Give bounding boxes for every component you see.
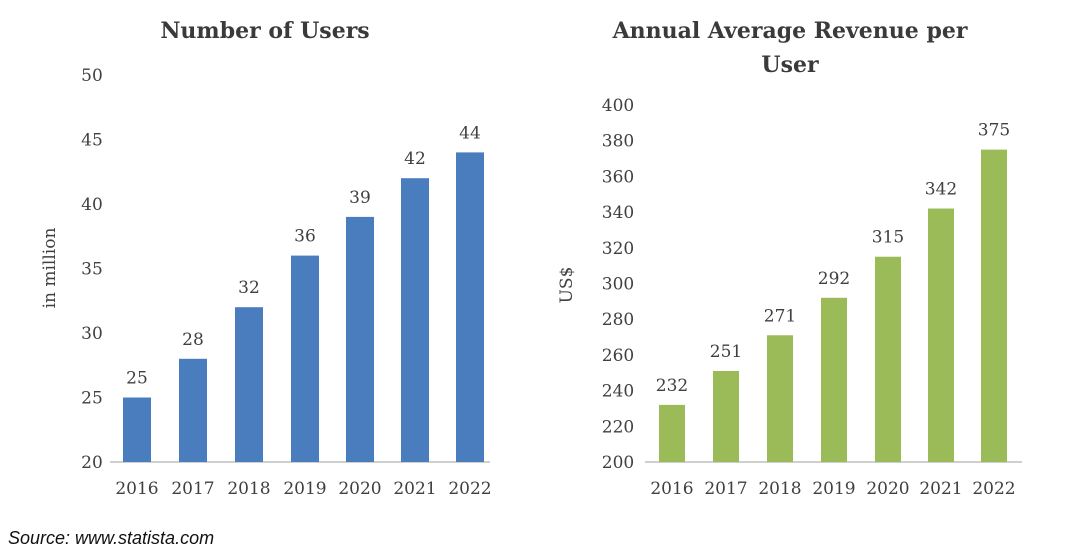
chart1-x-tick-label: 2019 bbox=[283, 479, 326, 499]
chart1-y-tick-label: 35 bbox=[81, 260, 103, 280]
chart2-y-tick-label: 280 bbox=[602, 310, 634, 330]
chart2-x-tick-label: 2019 bbox=[812, 479, 855, 499]
chart1-x-tick-label: 2020 bbox=[338, 479, 381, 499]
chart1-x-tick-label: 2021 bbox=[393, 479, 436, 499]
chart1-x-tick-label: 2022 bbox=[448, 479, 491, 499]
chart1-x-tick-label: 2016 bbox=[115, 479, 158, 499]
chart2-bar-2020 bbox=[875, 256, 901, 462]
chart1-bar-2020 bbox=[346, 216, 374, 462]
chart2-data-label: 292 bbox=[818, 269, 850, 289]
chart1-bar-2019 bbox=[291, 255, 319, 462]
chart2-data-label: 271 bbox=[764, 306, 796, 326]
chart2-bar-2017 bbox=[713, 370, 739, 462]
chart2-y-tick-label: 380 bbox=[602, 132, 634, 152]
chart1-y-tick-label: 40 bbox=[81, 195, 103, 215]
chart1-y-axis-label: in million bbox=[40, 228, 60, 309]
chart1-y-tick-label: 30 bbox=[81, 324, 103, 344]
chart2-y-tick-label: 360 bbox=[602, 167, 634, 187]
chart1-data-label: 44 bbox=[459, 123, 481, 143]
chart1-bar-2016 bbox=[123, 397, 151, 462]
chart2-data-label: 232 bbox=[656, 376, 688, 396]
chart2-bar-2022 bbox=[981, 149, 1007, 462]
chart1-y-tick-label: 25 bbox=[81, 389, 103, 409]
chart2-x-tick-label: 2016 bbox=[650, 479, 693, 499]
chart1-y-tick-label: 20 bbox=[81, 453, 103, 473]
chart2-y-tick-label: 240 bbox=[602, 382, 634, 402]
chart2-data-label: 251 bbox=[710, 342, 742, 362]
chart1-bar-2021 bbox=[401, 178, 429, 462]
chart2-bar-2016 bbox=[659, 404, 685, 462]
chart2-data-label: 375 bbox=[978, 121, 1010, 141]
chart2-y-tick-label: 320 bbox=[602, 239, 634, 259]
chart2-bar-2018 bbox=[767, 335, 793, 462]
chart2-title: Annual Average Revenue per bbox=[612, 18, 968, 44]
chart2-x-tick-label: 2017 bbox=[704, 479, 747, 499]
chart1-x-tick-label: 2018 bbox=[227, 479, 270, 499]
chart2-x-tick-label: 2018 bbox=[758, 479, 801, 499]
chart2-x-tick-label: 2022 bbox=[972, 479, 1015, 499]
chart1-data-label: 36 bbox=[294, 227, 316, 247]
chart2-y-axis-label: US$ bbox=[557, 267, 577, 304]
chart1-title: Number of Users bbox=[160, 18, 369, 44]
chart1-bar-2018 bbox=[235, 307, 263, 462]
chart2-data-label: 342 bbox=[925, 180, 957, 200]
chart1-bar-2022 bbox=[456, 152, 484, 462]
chart2-title: User bbox=[761, 52, 819, 78]
chart2-y-tick-label: 340 bbox=[602, 203, 634, 223]
chart1-y-tick-label: 50 bbox=[81, 66, 103, 86]
chart2-y-tick-label: 260 bbox=[602, 346, 634, 366]
chart1-data-label: 39 bbox=[349, 188, 371, 208]
chart1-data-label: 25 bbox=[126, 369, 148, 389]
chart1-data-label: 28 bbox=[182, 330, 204, 350]
chart2-data-label: 315 bbox=[872, 228, 904, 248]
chart2-bar-2019 bbox=[821, 297, 847, 462]
chart1-data-label: 32 bbox=[238, 278, 260, 298]
chart1-y-tick-label: 45 bbox=[81, 131, 103, 151]
chart2-y-tick-label: 220 bbox=[602, 417, 634, 437]
chart1-bar-2017 bbox=[179, 358, 207, 462]
chart2-y-tick-label: 200 bbox=[602, 453, 634, 473]
chart2-y-tick-label: 300 bbox=[602, 275, 634, 295]
chart1-x-tick-label: 2017 bbox=[171, 479, 214, 499]
chart2-bar-2021 bbox=[928, 208, 954, 462]
chart2-x-tick-label: 2020 bbox=[866, 479, 909, 499]
chart2-x-tick-label: 2021 bbox=[919, 479, 962, 499]
source-note: Source: www.statista.com bbox=[8, 528, 215, 548]
chart1-data-label: 42 bbox=[404, 149, 426, 169]
chart2-y-tick-label: 400 bbox=[602, 96, 634, 116]
